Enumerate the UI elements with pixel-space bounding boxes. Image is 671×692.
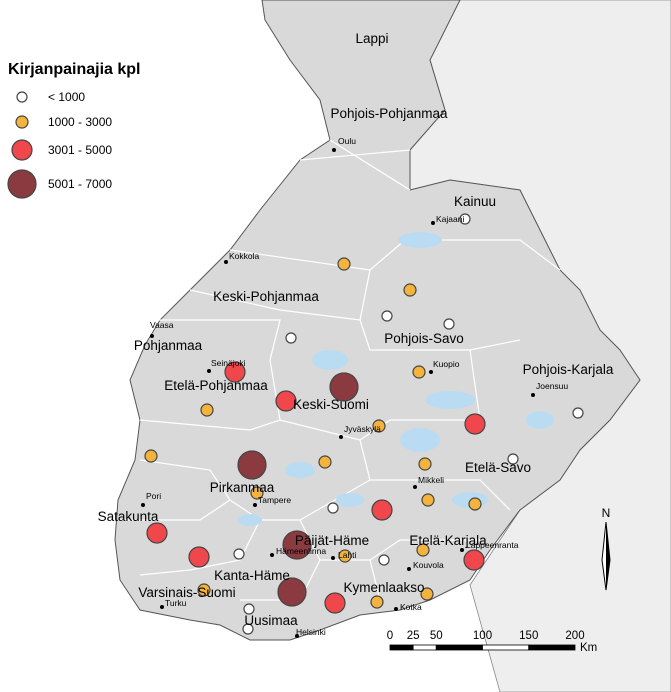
city-dot (331, 556, 335, 560)
scale-segment (528, 644, 576, 651)
region-label: Pohjois-Karjala (523, 362, 614, 377)
city-dot (160, 605, 164, 609)
lakes (238, 232, 554, 526)
city-dot (431, 221, 435, 225)
city-label: Helsinki (296, 627, 326, 637)
city-label: Hämeenlinna (276, 546, 326, 556)
city-label: Kouvola (413, 560, 444, 570)
city-label: Oulu (338, 136, 356, 146)
legend-label: 1000 - 3000 (48, 115, 112, 129)
city-dot (429, 370, 433, 374)
city-label: Kokkola (229, 251, 260, 261)
city-label: Pori (146, 491, 161, 501)
legend-label: < 1000 (48, 90, 85, 104)
region-label: Pohjois-Savo (384, 331, 464, 346)
region-label: Etelä-Pohjanmaa (164, 378, 268, 393)
region-label: Uusimaa (244, 613, 298, 628)
region-label: Varsinais-Suomi (138, 585, 235, 600)
city-label: Mikkeli (418, 475, 444, 485)
scale-label: 25 (407, 630, 420, 642)
scale-label: 200 (565, 630, 584, 642)
city-label: Seinäjoki (211, 358, 246, 368)
city-label: Turku (165, 598, 187, 608)
legend-title: Kirjanpainajia kpl (8, 61, 140, 78)
legend-symbols (7, 91, 37, 199)
city-dot (531, 393, 535, 397)
region-label: Etelä-Karjala (409, 533, 487, 548)
scale-label: 150 (519, 630, 538, 642)
city-dot (413, 485, 417, 489)
scale-label: 0 (387, 630, 393, 642)
legend-label: 5001 - 7000 (48, 177, 112, 191)
scale-segment (435, 644, 483, 651)
scale-label: 50 (430, 630, 443, 642)
city-dot (150, 334, 154, 338)
city-dot (394, 607, 398, 611)
city-label: Lahti (338, 550, 357, 560)
region-label: Lappi (355, 31, 388, 46)
scale-segment (412, 644, 437, 651)
legend-label: 3001 - 5000 (48, 143, 112, 157)
city-dot (141, 503, 145, 507)
scale-unit: Km (580, 642, 597, 654)
city-label: Tampere (258, 495, 291, 505)
scale-label: 100 (473, 630, 492, 642)
city-dot (407, 567, 411, 571)
region-label: Kainuu (454, 194, 496, 209)
city-dot (224, 260, 228, 264)
symbols (144, 213, 584, 635)
city-label: Lappeenranta (466, 540, 519, 550)
finland (114, 0, 641, 641)
region-label: Etelä-Savo (465, 460, 531, 475)
city-dot (332, 148, 336, 152)
scale-segment (389, 644, 414, 651)
region-label: Pohjois-Pohjanmaa (330, 106, 448, 121)
city-dot (270, 553, 274, 557)
region-label: Keski-Pohjanmaa (213, 289, 319, 304)
city-label: Kotka (400, 602, 422, 612)
north-label: N (602, 506, 611, 520)
region-label: Pohjanmaa (134, 338, 203, 353)
city-dot (460, 548, 464, 552)
region-label: Pirkanmaa (210, 480, 275, 495)
city-label: Joensuu (536, 381, 568, 391)
region-label: Satakunta (98, 509, 159, 524)
city-label: Vaasa (150, 320, 174, 330)
city-dot (295, 634, 299, 638)
region-label: Kanta-Häme (214, 568, 290, 583)
north-arrow: N (601, 506, 611, 591)
scale-segment (482, 644, 530, 651)
city-dot (253, 503, 257, 507)
region-label: Keski-Suomi (293, 397, 369, 412)
city-dot (339, 435, 343, 439)
labels: < 1000 1000 - 3000 3001 - 5000 5001 - 7000 L… (48, 31, 614, 654)
region-label: Kymenlaakso (343, 580, 424, 595)
city-label: Kajaani (436, 214, 464, 224)
city-label: Kuopio (433, 359, 460, 369)
region-label: Päijät-Häme (295, 533, 369, 548)
city-dot (207, 369, 211, 373)
city-label: Jyväskylä (344, 424, 381, 434)
